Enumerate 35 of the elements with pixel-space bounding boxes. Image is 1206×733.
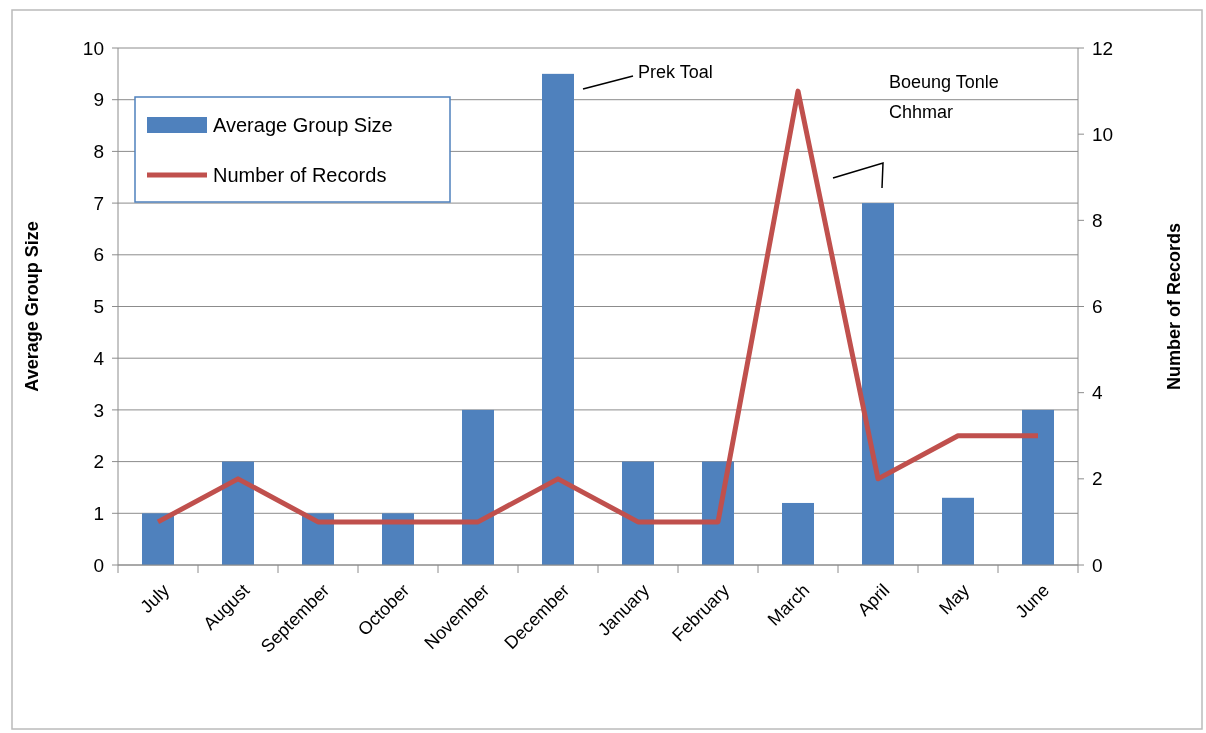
y2-axis-title: Number of Records: [1164, 222, 1184, 391]
x-tick-label: May: [935, 580, 974, 619]
y2-tick-label: 0: [1092, 554, 1103, 576]
y-tick-label: 0: [93, 554, 104, 576]
y2-tick-label: 4: [1092, 382, 1103, 404]
bar: [462, 409, 494, 565]
y-tick-label: 7: [93, 192, 104, 214]
y2-tick-label: 12: [1092, 37, 1114, 59]
y-tick-label: 1: [93, 502, 104, 524]
legend-label: Number of Records: [213, 164, 387, 186]
bar: [1022, 409, 1054, 565]
legend-label: Average Group Size: [213, 114, 393, 136]
y-tick-label: 6: [93, 244, 104, 266]
y-tick-label: 9: [93, 89, 104, 111]
bar: [142, 513, 174, 565]
y-tick-label: 3: [93, 399, 104, 421]
y2-tick-label: 8: [1092, 209, 1103, 231]
bar: [782, 502, 814, 565]
annotation: Prek Toal: [638, 62, 713, 82]
y-tick-label: 5: [93, 296, 104, 318]
x-tick-label: July: [136, 580, 174, 617]
bar: [622, 461, 654, 565]
bar: [862, 203, 894, 565]
y2-tick-label: 10: [1092, 123, 1114, 145]
bar: [942, 497, 974, 565]
y-tick-label: 10: [82, 37, 104, 59]
bar: [542, 73, 574, 565]
bar: [222, 461, 254, 565]
y2-tick-label: 2: [1092, 468, 1103, 490]
y-tick-label: 8: [93, 141, 104, 163]
annotation: Boeung Tonle Chhmar: [889, 72, 999, 122]
y-tick-label: 4: [93, 347, 105, 369]
y-tick-label: 2: [93, 451, 104, 473]
y-axis-title: Average Group Size: [22, 221, 42, 392]
y2-tick-label: 6: [1092, 296, 1103, 318]
